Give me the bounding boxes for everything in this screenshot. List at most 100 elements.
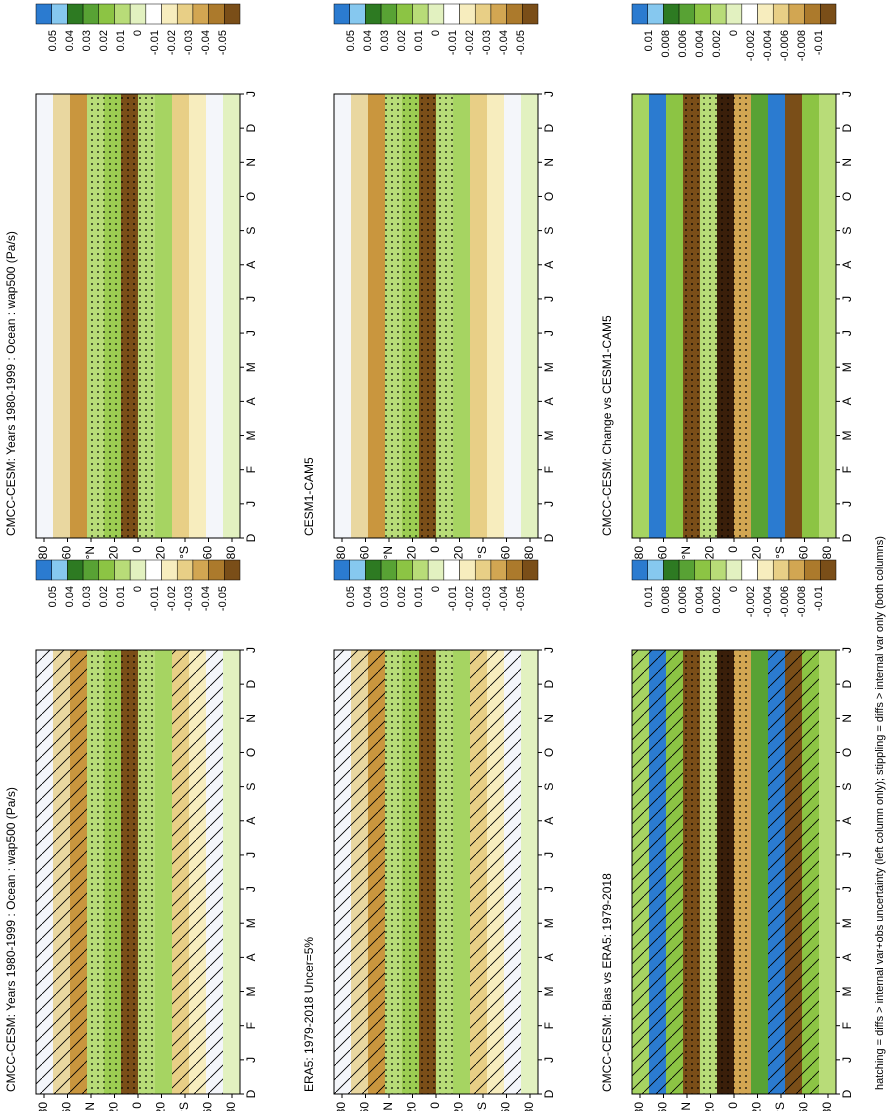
colorbar-label: 0.01: [643, 30, 655, 51]
lat-label: °S: [475, 546, 489, 559]
field-band: [368, 94, 386, 538]
panel: [35, 3, 244, 542]
field-band: [453, 94, 471, 538]
colorbar-label: 0.03: [379, 30, 391, 51]
field-band: [206, 94, 224, 538]
month-label: J: [244, 852, 258, 858]
colorbar-swatch: [129, 3, 147, 25]
colorbar-label: 0: [728, 30, 740, 36]
lat-label: 20: [750, 546, 764, 560]
colorbar-label: 0.02: [396, 586, 408, 607]
colorbar-swatch: [35, 3, 52, 25]
colorbar-label: -0.04: [498, 30, 510, 55]
colorbar-swatch: [506, 559, 523, 581]
colorbar-label: 0.04: [64, 30, 76, 51]
stippling: [385, 94, 453, 538]
lat-label: °S: [773, 546, 787, 559]
lat-label: °N: [679, 546, 693, 559]
stippling: [87, 94, 155, 538]
colorbar-swatch: [208, 559, 225, 581]
lat-label: 60: [656, 546, 670, 560]
month-label: A: [542, 397, 556, 405]
month-label: S: [244, 783, 258, 791]
lat-label: 60: [797, 1102, 811, 1111]
colorbar-label: -0.03: [481, 30, 493, 55]
lat-label: 20: [107, 546, 121, 560]
lat-label: 80: [334, 1102, 348, 1111]
colorbar-swatch: [145, 559, 162, 581]
lat-label: 20: [154, 546, 168, 560]
colorbar-swatch: [333, 559, 350, 581]
hatching: [470, 650, 521, 1094]
field-band: [53, 94, 71, 538]
colorbar-swatch: [459, 559, 476, 581]
colorbar-swatch: [804, 3, 821, 25]
colorbar-swatch: [67, 3, 84, 25]
month-label: J: [244, 886, 258, 892]
month-label: D: [244, 1089, 258, 1098]
lat-label: 20: [154, 1102, 168, 1111]
colorbar-swatch: [365, 559, 382, 581]
lat-label: 80: [820, 546, 834, 560]
colorbar-swatch: [145, 3, 162, 25]
month-label: A: [542, 261, 556, 269]
lat-label: 60: [201, 1102, 215, 1111]
lat-label: 60: [499, 546, 513, 560]
colorbar-label: 0: [430, 586, 442, 592]
panel: [333, 559, 542, 1098]
lat-label: 0: [726, 546, 740, 553]
hatching: [632, 650, 683, 1094]
field-band: [521, 94, 539, 538]
colorbar-swatch: [820, 3, 837, 25]
lat-label: 80: [522, 546, 536, 560]
colorbar-label: -0.05: [515, 30, 527, 55]
colorbar-swatch: [725, 3, 743, 25]
lat-label: 20: [452, 546, 466, 560]
colorbar-label: -0.006: [779, 30, 791, 61]
panel-title: CMCC-CESM: Bias vs ERA5: 1979-2018: [600, 873, 614, 1092]
lat-label: 20: [452, 1102, 466, 1111]
month-label: J: [840, 501, 854, 507]
colorbar-label: -0.002: [745, 30, 757, 61]
month-label: J: [244, 501, 258, 507]
field-band: [155, 94, 173, 538]
lat-label: 60: [60, 546, 74, 560]
month-label: J: [244, 296, 258, 302]
colorbar-label: -0.03: [481, 586, 493, 611]
colorbar-swatch: [35, 559, 52, 581]
field-band: [70, 94, 88, 538]
colorbar-swatch: [725, 559, 743, 581]
field-band: [751, 94, 769, 538]
lat-label: 0: [428, 1102, 442, 1109]
lat-label: 80: [36, 1102, 50, 1111]
month-label: S: [244, 227, 258, 235]
lat-label: 80: [632, 546, 646, 560]
lat-label: °S: [475, 1102, 489, 1111]
field-band: [785, 94, 803, 538]
field-band: [819, 94, 837, 538]
hatching: [334, 650, 385, 1094]
lat-label: 80: [522, 1102, 536, 1111]
lat-label: 80: [334, 546, 348, 560]
month-label: O: [542, 748, 556, 757]
lat-label: °N: [83, 1102, 97, 1111]
month-label: F: [244, 1022, 258, 1029]
panel: [631, 3, 840, 542]
hatching: [172, 650, 223, 1094]
colorbar-label: -0.01: [149, 30, 161, 55]
month-label: N: [244, 158, 258, 167]
colorbar-swatch: [82, 559, 100, 581]
month-label: D: [244, 123, 258, 132]
colorbar-label: -0.04: [498, 586, 510, 611]
month-label: J: [840, 647, 854, 653]
colorbar-label: 0: [132, 586, 144, 592]
lat-label: 60: [797, 546, 811, 560]
month-label: J: [542, 852, 556, 858]
lat-label: 80: [632, 1102, 646, 1111]
month-label: A: [840, 953, 854, 961]
month-label: D: [840, 533, 854, 542]
colorbar-swatch: [647, 3, 664, 25]
colorbar-swatch: [412, 3, 429, 25]
colorbar-label: -0.02: [166, 30, 178, 55]
colorbar-swatch: [176, 559, 194, 581]
